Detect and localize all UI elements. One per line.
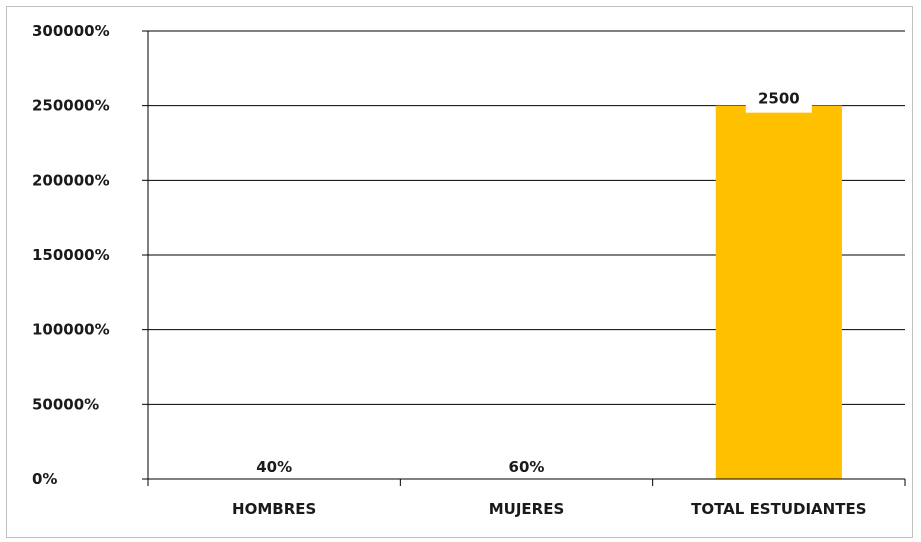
- y-axis-tick-labels: 0% 50000% 100000% 150000% 200000% 250000% 3000…: [32, 22, 110, 488]
- data-label: 40%: [256, 458, 292, 476]
- bar: [716, 106, 842, 479]
- data-label: 2500: [758, 90, 800, 108]
- x-axis-category-label: TOTAL ESTUDIANTES: [691, 500, 866, 518]
- bars: [211, 106, 842, 479]
- y-axis-tick-label: 100000%: [32, 321, 110, 339]
- x-axis-category-label: HOMBRES: [232, 500, 316, 518]
- x-axis-category-labels: HOMBRES MUJERES TOTAL ESTUDIANTES: [232, 500, 866, 518]
- x-axis-category-label: MUJERES: [489, 500, 565, 518]
- y-axis-tick-label: 50000%: [32, 395, 99, 413]
- y-axis-tick-label: 150000%: [32, 246, 110, 264]
- y-axis-tick-label: 0%: [32, 470, 57, 488]
- y-axis-tick-label: 200000%: [32, 171, 110, 189]
- y-axis-tick-label: 250000%: [32, 97, 110, 115]
- y-axis-tick-label: 300000%: [32, 22, 110, 40]
- data-label: 60%: [509, 458, 545, 476]
